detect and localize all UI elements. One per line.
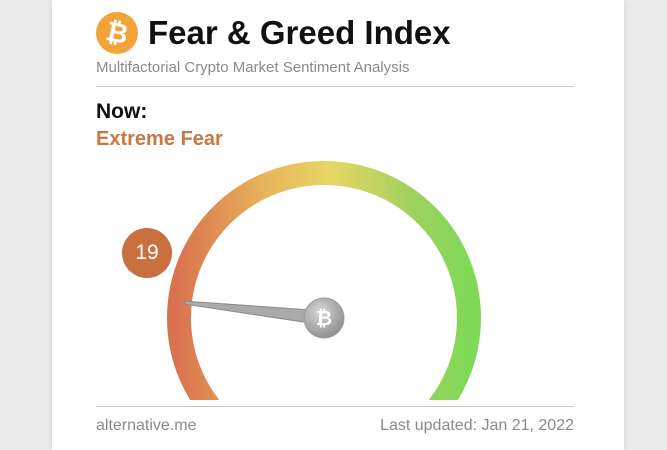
page-title: Fear & Greed Index bbox=[148, 14, 451, 51]
source-label: alternative.me bbox=[96, 417, 197, 434]
fear-greed-card: ₿ Fear & Greed Index Multifactorial Cryp… bbox=[52, 0, 624, 450]
gauge-hub bbox=[303, 297, 345, 339]
gauge-arc bbox=[167, 161, 481, 400]
last-updated-label: Last updated: Jan 21, 2022 bbox=[380, 417, 574, 434]
sentiment-classification: Extreme Fear bbox=[96, 128, 223, 150]
now-label: Now: bbox=[96, 100, 148, 123]
gauge-needle bbox=[184, 300, 326, 326]
header-divider bbox=[96, 86, 574, 87]
gauge-hub-bitcoin-icon: ₿ bbox=[316, 306, 332, 330]
footer-divider bbox=[96, 406, 574, 407]
page-subtitle: Multifactorial Crypto Market Sentiment A… bbox=[96, 59, 410, 76]
index-value-badge: 19 bbox=[122, 228, 172, 278]
sentiment-gauge: ₿ bbox=[167, 161, 481, 400]
bitcoin-logo-icon: ₿ bbox=[96, 12, 138, 54]
